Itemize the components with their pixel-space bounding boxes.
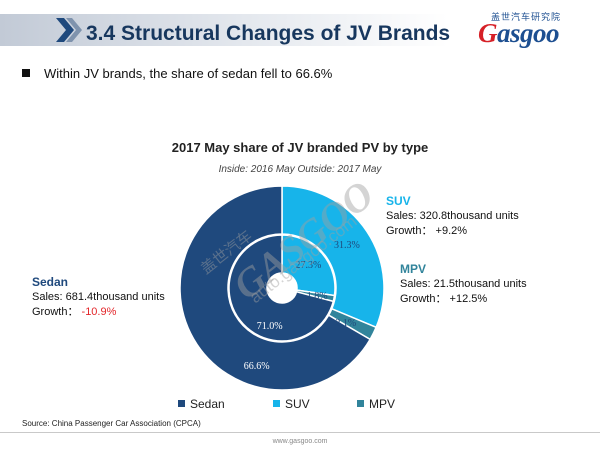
legend-item-sedan: Sedan <box>178 397 225 411</box>
title-band <box>0 14 448 46</box>
chart-legend: Sedan SUV MPV <box>0 397 600 413</box>
donut-chart: 27.3% 1.8% 71.0% 31.3% 2.1% 66.6% <box>179 185 385 391</box>
sedan-annotation-growth: Growth： -10.9% <box>32 306 117 318</box>
bullet-point: Within JV brands, the share of sedan fel… <box>22 66 332 81</box>
mpv-annotation-name: MPV <box>400 262 427 276</box>
chart-title: 2017 May share of JV branded PV by type <box>171 140 429 155</box>
legend-swatch-sedan <box>178 400 185 407</box>
inner-label-mpv: 1.8% <box>307 291 328 302</box>
outer-label-mpv: 2.1% <box>335 318 356 329</box>
bullet-square-icon <box>22 69 30 77</box>
footer-url: www.gasgoo.com <box>272 438 328 445</box>
sedan-annotation-name: Sedan <box>32 275 69 289</box>
suv-annotation: SUV Sales: 320.8thousand units Growth： +… <box>386 194 519 239</box>
logo-subtitle: 盖世汽车研究院 <box>491 13 562 23</box>
legend-swatch-mpv <box>357 400 364 407</box>
slide-header: 3.4 Structural Changes of JV Brands 盖世汽车… <box>0 0 600 52</box>
gasgoo-logo: Gasgoo <box>478 18 560 48</box>
mpv-annotation-sales: Sales: 21.5thousand units <box>400 278 527 290</box>
sedan-annotation: Sedan Sales: 681.4thousand units Growth：… <box>32 275 165 320</box>
bottom-divider <box>0 432 600 433</box>
inner-label-sedan: 71.0% <box>257 321 283 332</box>
inner-slice-suv <box>281 234 336 297</box>
legend-item-mpv: MPV <box>357 397 395 411</box>
suv-annotation-growth: Growth： +9.2% <box>386 225 468 237</box>
mpv-annotation: MPV Sales: 21.5thousand units Growth： +1… <box>400 262 527 307</box>
chart-subtitle: Inside: 2016 May Outside: 2017 May <box>218 164 382 175</box>
page-title: 3.4 Structural Changes of JV Brands <box>86 22 451 45</box>
sedan-annotation-sales: Sales: 681.4thousand units <box>32 291 165 303</box>
legend-item-suv: SUV <box>273 397 310 411</box>
inner-label-suv: 27.3% <box>296 260 322 271</box>
bullet-text: Within JV brands, the share of sedan fel… <box>44 66 333 81</box>
mpv-annotation-growth: Growth： +12.5% <box>400 293 488 305</box>
outer-label-sedan: 66.6% <box>244 361 270 372</box>
suv-annotation-name: SUV <box>386 194 411 208</box>
outer-slice-sedan <box>179 185 372 391</box>
outer-label-suv: 31.3% <box>334 240 360 251</box>
suv-annotation-sales: Sales: 320.8thousand units <box>386 210 519 222</box>
outer-slice-suv <box>281 185 385 329</box>
legend-swatch-suv <box>273 400 280 407</box>
source-note: Source: China Passenger Car Association … <box>22 419 201 428</box>
inner-slice-sedan <box>228 234 335 342</box>
